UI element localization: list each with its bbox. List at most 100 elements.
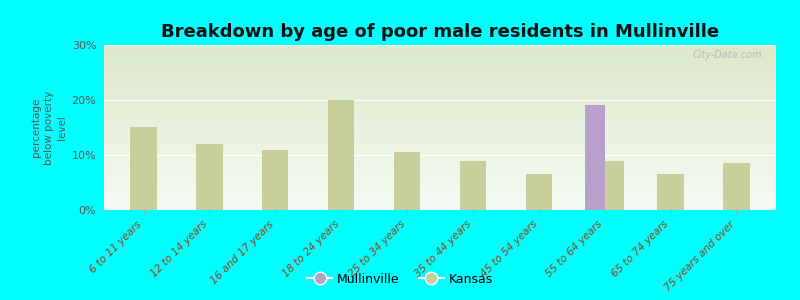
Bar xyxy=(104,154,776,155)
Bar xyxy=(104,200,776,202)
Bar xyxy=(104,180,776,182)
Bar xyxy=(104,160,776,162)
Bar xyxy=(104,121,776,122)
Bar xyxy=(394,152,420,210)
Bar xyxy=(104,192,776,194)
Bar xyxy=(104,195,776,197)
Bar xyxy=(104,118,776,119)
Bar xyxy=(104,205,776,207)
Bar xyxy=(104,197,776,199)
Bar xyxy=(104,48,776,50)
Bar xyxy=(104,70,776,71)
Bar xyxy=(104,63,776,65)
Bar xyxy=(658,174,684,210)
Bar xyxy=(104,147,776,149)
Bar xyxy=(104,76,776,78)
Bar xyxy=(104,128,776,129)
Bar xyxy=(104,56,776,58)
Bar xyxy=(104,159,776,160)
Bar xyxy=(104,104,776,106)
Bar xyxy=(196,144,222,210)
Bar xyxy=(104,119,776,121)
Bar xyxy=(104,83,776,85)
Bar xyxy=(104,45,776,46)
Title: Breakdown by age of poor male residents in Mullinville: Breakdown by age of poor male residents … xyxy=(161,23,719,41)
Bar xyxy=(104,78,776,80)
Bar xyxy=(104,151,776,152)
Bar xyxy=(104,144,776,146)
Bar xyxy=(104,139,776,141)
Bar xyxy=(104,182,776,184)
Bar xyxy=(104,177,776,178)
Bar xyxy=(104,187,776,189)
Bar xyxy=(104,152,776,154)
Bar xyxy=(104,202,776,203)
Bar xyxy=(460,160,486,210)
Bar xyxy=(104,164,776,165)
Bar xyxy=(104,129,776,131)
Bar xyxy=(104,132,776,134)
Bar xyxy=(104,96,776,98)
Bar xyxy=(262,149,289,210)
Bar xyxy=(104,50,776,52)
Bar xyxy=(104,207,776,208)
Bar xyxy=(104,60,776,61)
Bar xyxy=(104,65,776,66)
Bar xyxy=(104,137,776,139)
Text: City-Data.com: City-Data.com xyxy=(693,50,762,60)
Bar xyxy=(104,71,776,73)
Bar xyxy=(104,194,776,195)
Bar xyxy=(104,86,776,88)
Bar xyxy=(104,136,776,137)
Y-axis label: percentage
below poverty
level: percentage below poverty level xyxy=(31,90,67,165)
Bar xyxy=(104,98,776,99)
Bar xyxy=(104,116,776,118)
Bar xyxy=(104,126,776,128)
Bar xyxy=(104,170,776,172)
Bar xyxy=(104,188,776,190)
Bar xyxy=(104,101,776,103)
Bar xyxy=(605,160,625,210)
Bar xyxy=(104,73,776,75)
Bar xyxy=(526,174,552,210)
Bar xyxy=(104,111,776,112)
Bar xyxy=(104,109,776,111)
Bar xyxy=(104,142,776,144)
Bar xyxy=(104,114,776,116)
Bar xyxy=(104,89,776,91)
Bar xyxy=(104,103,776,104)
Bar xyxy=(104,141,776,142)
Bar xyxy=(104,53,776,55)
Bar xyxy=(104,167,776,169)
Bar xyxy=(104,88,776,89)
Bar xyxy=(104,68,776,70)
Bar xyxy=(104,157,776,159)
Bar xyxy=(104,85,776,86)
Bar xyxy=(104,203,776,205)
Bar xyxy=(104,172,776,174)
Bar xyxy=(104,112,776,114)
Bar xyxy=(104,208,776,210)
Bar xyxy=(585,106,605,210)
Bar xyxy=(104,46,776,48)
Bar xyxy=(104,75,776,76)
Bar xyxy=(104,190,776,192)
Bar xyxy=(104,81,776,83)
Bar xyxy=(104,122,776,124)
Bar xyxy=(104,149,776,151)
Bar xyxy=(104,199,776,200)
Bar xyxy=(130,128,157,210)
Bar xyxy=(104,52,776,53)
Bar xyxy=(104,80,776,81)
Bar xyxy=(104,155,776,157)
Bar xyxy=(104,99,776,101)
Bar xyxy=(104,61,776,63)
Bar xyxy=(104,184,776,185)
Bar xyxy=(104,55,776,56)
Bar xyxy=(104,185,776,187)
Bar xyxy=(104,58,776,60)
Bar xyxy=(104,178,776,180)
Bar xyxy=(104,165,776,167)
Bar xyxy=(104,131,776,132)
Bar xyxy=(104,66,776,68)
